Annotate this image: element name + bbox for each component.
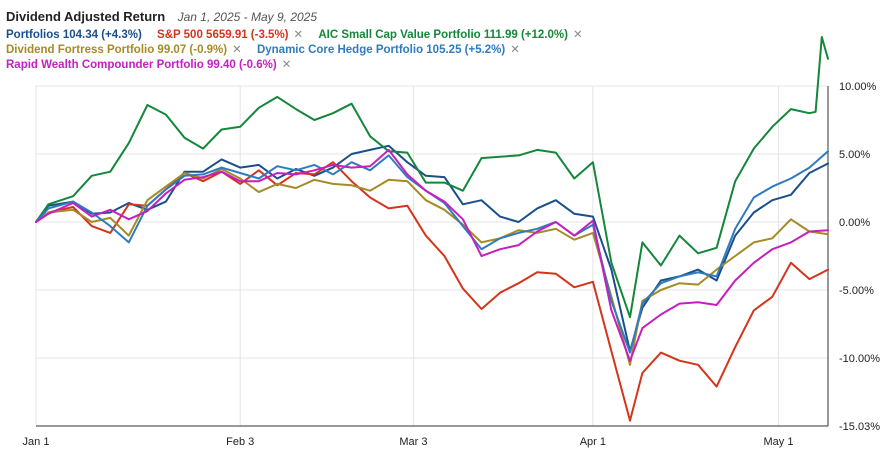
legend-row-1: Portfolios 104.34 (+4.3%) S&P 500 5659.9… — [6, 28, 884, 43]
legend-item-sp500[interactable]: S&P 500 5659.91 (-3.5%) ✕ — [157, 28, 303, 43]
legend-item-dividend-fortress[interactable]: Dividend Fortress Portfolio 99.07 (-0.9%… — [6, 43, 242, 58]
legend-label: Rapid Wealth Compounder Portfolio 99.40 … — [6, 59, 277, 71]
series-line-5 — [35, 148, 829, 362]
date-range: Jan 1, 2025 - May 9, 2025 — [177, 10, 318, 24]
close-icon[interactable]: ✕ — [510, 44, 520, 56]
chart-header: Dividend Adjusted Return Jan 1, 2025 - M… — [6, 6, 884, 73]
x-tick-label: Feb 3 — [226, 436, 254, 448]
series-line-2 — [35, 36, 829, 319]
close-icon[interactable]: ✕ — [293, 29, 304, 41]
legend-row-3: Rapid Wealth Compounder Portfolio 99.40 … — [6, 58, 884, 73]
legend-label: S&P 500 5659.91 (-3.5%) — [157, 29, 289, 41]
x-tick-label: May 1 — [764, 436, 794, 448]
series-line-1 — [35, 161, 829, 422]
series-line-3 — [35, 168, 829, 366]
close-icon[interactable]: ✕ — [572, 29, 583, 41]
y-tick-label: -5.00% — [839, 285, 874, 297]
y-tick-label: 5.00% — [839, 149, 870, 161]
close-icon[interactable]: ✕ — [232, 44, 242, 56]
x-tick-label: Apr 1 — [580, 436, 606, 448]
y-tick-label: -10.00% — [839, 353, 880, 365]
y-tick-label: 0.00% — [839, 217, 870, 229]
x-tick-label: Mar 3 — [399, 436, 427, 448]
legend-label: Portfolios 104.34 (+4.3%) — [6, 29, 142, 41]
y-tick-label: -15.03% — [839, 421, 880, 433]
x-tick-label: Jan 1 — [23, 436, 50, 448]
y-tick-label: 10.00% — [839, 81, 877, 93]
legend-label: Dividend Fortress Portfolio 99.07 (-0.9%… — [6, 44, 228, 56]
legend-item-portfolios[interactable]: Portfolios 104.34 (+4.3%) — [6, 28, 142, 43]
legend-row-2: Dividend Fortress Portfolio 99.07 (-0.9%… — [6, 43, 884, 58]
chart-title: Dividend Adjusted Return — [6, 9, 166, 24]
legend-item-dynamic-core-hedge[interactable]: Dynamic Core Hedge Portfolio 105.25 (+5.… — [257, 43, 520, 58]
legend-label: AIC Small Cap Value Portfolio 111.99 (+1… — [318, 29, 568, 41]
legend-item-aic-small-cap[interactable]: AIC Small Cap Value Portfolio 111.99 (+1… — [318, 28, 582, 43]
legend-label: Dynamic Core Hedge Portfolio 105.25 (+5.… — [256, 44, 506, 56]
legend-item-rapid-wealth[interactable]: Rapid Wealth Compounder Portfolio 99.40 … — [6, 58, 291, 73]
close-icon[interactable]: ✕ — [281, 59, 292, 71]
series-line-4 — [35, 150, 829, 354]
series-line-0 — [35, 144, 829, 353]
title-row: Dividend Adjusted Return Jan 1, 2025 - M… — [6, 6, 884, 28]
